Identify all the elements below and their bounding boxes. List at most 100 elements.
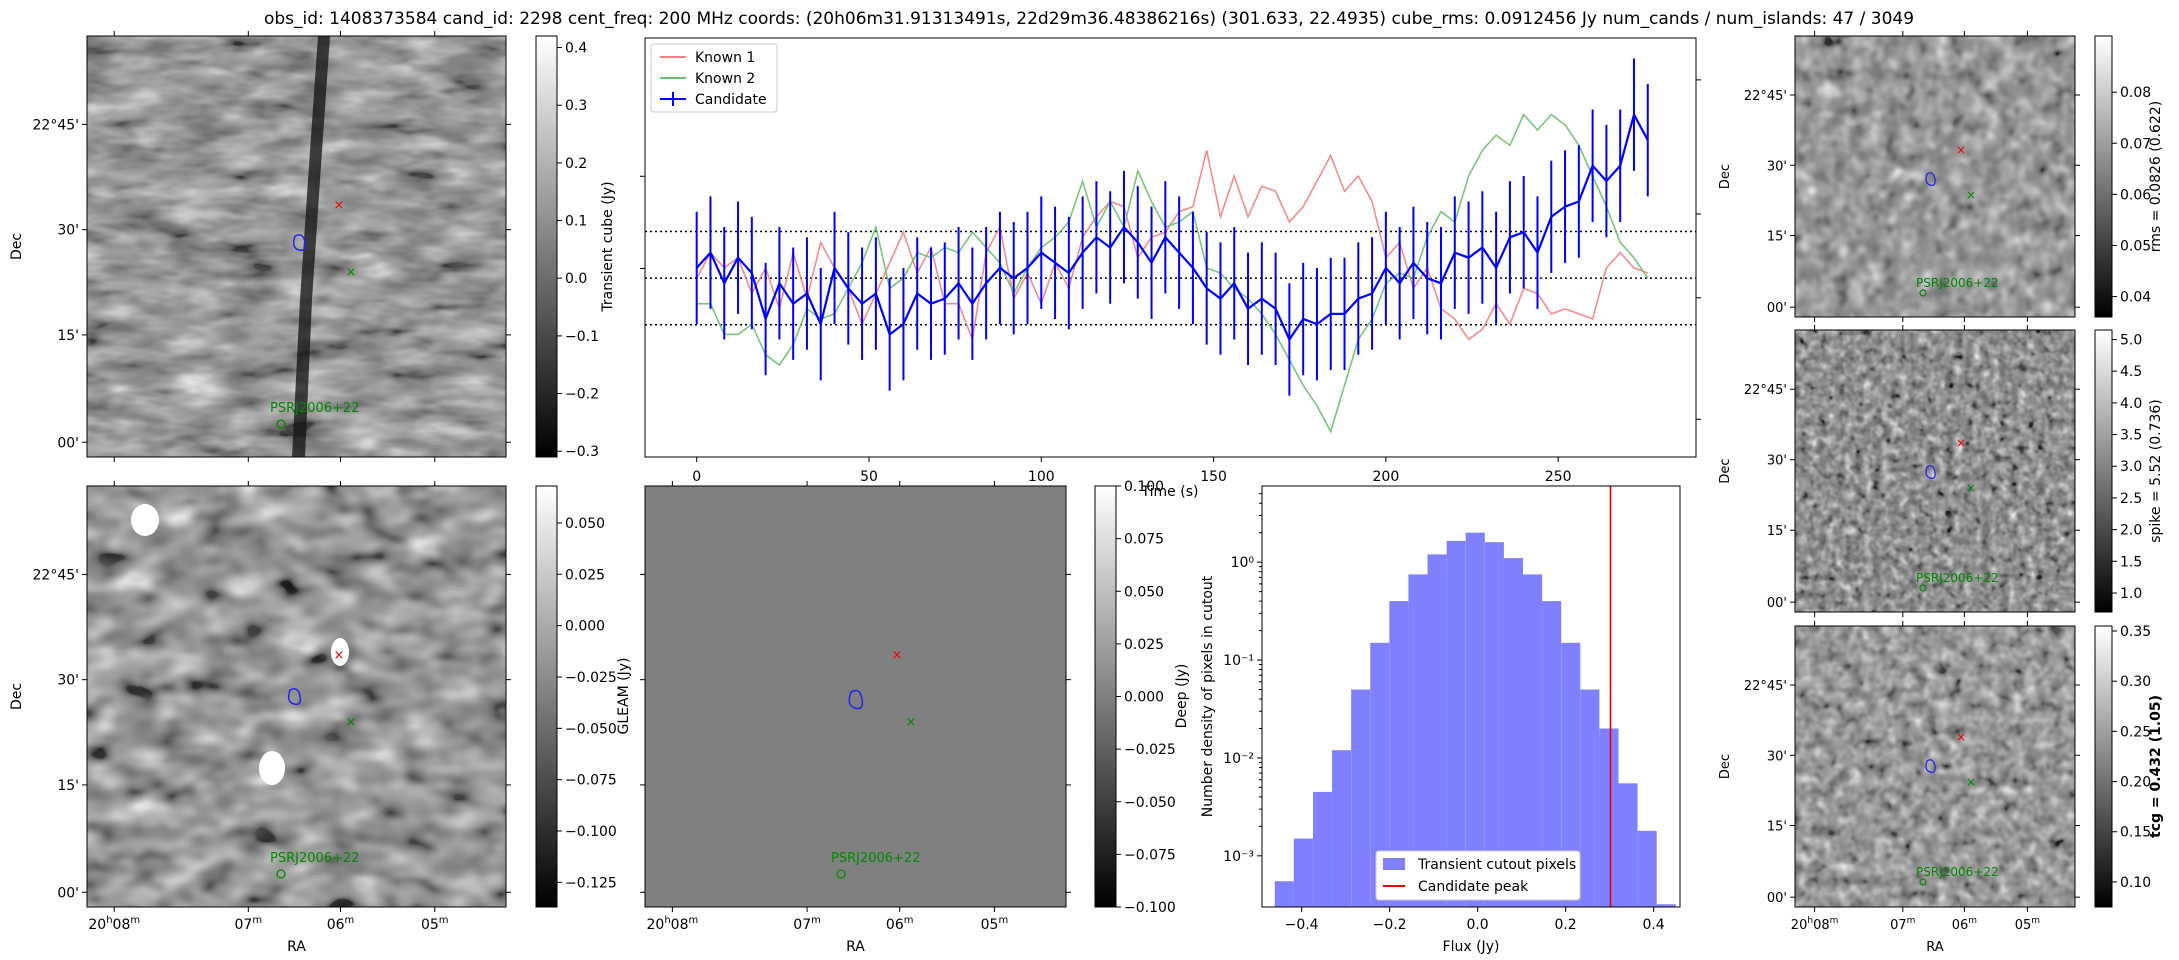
ra-axis-label: RA [846, 939, 865, 955]
colorbar-tick-label: 0.4 [565, 41, 587, 57]
series-line-known-2 [696, 113, 1649, 434]
psr-marker [836, 869, 846, 879]
transient-panel: × × PSRJ2006+22 [86, 35, 507, 458]
psr-label: PSRJ2006+22 [270, 851, 359, 866]
colorbar-tick-label: 0.025 [565, 567, 605, 583]
dec-axis-label: Dec [1718, 754, 1733, 779]
known-source-marker: × [1966, 188, 1976, 202]
colorbar-tick-label: −0.100 [565, 824, 617, 840]
island-contour [1925, 172, 1936, 187]
colorbar-tick-label: 5.0 [2120, 333, 2142, 349]
island-contour [287, 688, 302, 706]
dec-tick-label: 15' [1767, 230, 1787, 245]
known-source-marker: × [1966, 481, 1976, 495]
tcg-panel: × × PSRJ2006+22 [1794, 625, 2076, 908]
lightcurve-chart: 0 50 100 150 200 250 Time (s) Known 1 Known 2 Can… [640, 37, 1701, 500]
ra-tick-label: 20h08m [88, 915, 140, 933]
dec-axis-label: Dec [9, 233, 25, 260]
bright-blob [331, 638, 349, 666]
dec-tick-label: 22°45' [1744, 679, 1787, 694]
colorbar-label: rms = 0.0826 (0.622) [2148, 101, 2164, 253]
ra-tick-label: 05m [2015, 916, 2040, 933]
lightcurve-legend: Known 1 Known 2 Candidate [650, 43, 778, 113]
colorbar-tick-label: 0.050 [565, 516, 605, 532]
histogram-bar [1427, 554, 1447, 907]
colorbar-tick-label: −0.025 [565, 670, 617, 686]
legend-entry: Transient cutout pixels [1417, 857, 1576, 873]
legend-entry: Known 1 [695, 50, 755, 66]
histogram-bar [1274, 881, 1294, 907]
dec-tick-label: 30' [1767, 454, 1787, 469]
colorbar-label: tcg = 0.432 (1.05) [2148, 695, 2164, 838]
dec-tick-label: 00' [57, 885, 79, 901]
ra-tick-label: 06m [327, 915, 355, 933]
histogram-bar [1618, 783, 1638, 907]
x-tick-label: 50 [860, 469, 878, 485]
dec-tick-label: 30' [57, 223, 79, 239]
colorbar-tick-label: 0.25 [2120, 724, 2151, 740]
psr-marker [1919, 878, 1927, 886]
colorbar-gradient [1094, 485, 1117, 908]
histogram-legend: Transient cutout pixels Candidate peak [1375, 850, 1581, 901]
dec-tick-label: 15' [1767, 820, 1787, 835]
island-contour [1925, 759, 1936, 774]
colorbar-tick-label: 1.0 [2120, 586, 2142, 602]
dec-tick-label: 00' [57, 435, 79, 451]
dec-tick-label: 15' [57, 778, 79, 794]
ra-tick-label: 07m [235, 915, 263, 933]
histogram-bar [1599, 728, 1619, 907]
colorbar-gradient [535, 35, 558, 458]
histogram-bar [1656, 904, 1676, 907]
colorbar-tick-label: −0.075 [1124, 847, 1176, 863]
deep-panel: × × PSRJ2006+22 [86, 485, 507, 908]
colorbar-tick-label: 0.30 [2120, 674, 2151, 690]
y-tick-label: 10⁻² [1223, 751, 1254, 767]
colorbar-tick-label: 0.025 [1124, 637, 1164, 653]
colorbars: 0.4 0.3 0.2 0.1 0.0 −0.1 −0.2 −0.3 Transient cub… [535, 35, 2164, 916]
candidate-marker: × [334, 198, 345, 213]
rms-panel: × × PSRJ2006+22 [1794, 35, 2076, 318]
histogram-bar [1293, 838, 1313, 907]
colorbar-tick-label: 0.08 [2120, 85, 2151, 101]
dec-tick-label: 22°45' [33, 567, 79, 583]
colorbar-tick-label: 0.10 [2120, 875, 2151, 891]
x-axis-label: Flux (Jy) [1443, 939, 1500, 955]
ra-tick-label: 07m [1890, 916, 1915, 933]
histogram-bar [1332, 750, 1352, 907]
histogram-bar [1389, 601, 1409, 907]
colorbar-label: Transient cube (Jy) [600, 181, 616, 312]
colorbar-tick-label: 0.15 [2120, 825, 2151, 841]
colorbar-tick-label: −0.1 [565, 329, 599, 345]
ra-axis-label: RA [1926, 940, 1944, 955]
colorbar-tick-label: −0.075 [565, 773, 617, 789]
x-tick-label: 0.2 [1554, 917, 1576, 933]
colorbar-gradient [2094, 35, 2113, 318]
colorbar-tick-label: 0.3 [565, 98, 587, 114]
y-tick-label: 10⁰ [1231, 555, 1255, 571]
colorbar-tick-label: 4.0 [2120, 396, 2142, 412]
bright-blob [131, 504, 159, 536]
figure-title: obs_id: 1408373584 cand_id: 2298 cent_fr… [264, 9, 1914, 29]
candidate-marker: × [892, 648, 903, 663]
colorbar-tick-label: 0.06 [2120, 187, 2151, 203]
known-source-marker: × [346, 265, 357, 280]
dec-axis-label: Dec [1718, 164, 1733, 189]
island-contour [292, 234, 307, 252]
ra-tick-label: 20h08m [1791, 916, 1839, 933]
legend-entry: Candidate [695, 92, 767, 108]
ra-axis-label: RA [287, 939, 306, 955]
candidate-marker: × [334, 648, 345, 663]
dec-tick-label: 15' [1767, 524, 1787, 539]
x-tick-label: 0.0 [1466, 917, 1488, 933]
dec-axis-label: Dec [1718, 458, 1733, 483]
x-tick-label: 0.4 [1642, 917, 1664, 933]
legend-box [650, 43, 778, 113]
psr-marker [276, 869, 286, 879]
histogram-bar [1408, 574, 1428, 907]
colorbar-tick-label: 0.05 [2120, 238, 2151, 254]
y-tick-label: 10⁻³ [1223, 849, 1254, 865]
legend-entry: Known 2 [695, 71, 755, 87]
candidate-marker: × [1956, 730, 1966, 744]
histogram-bar [1561, 642, 1581, 907]
